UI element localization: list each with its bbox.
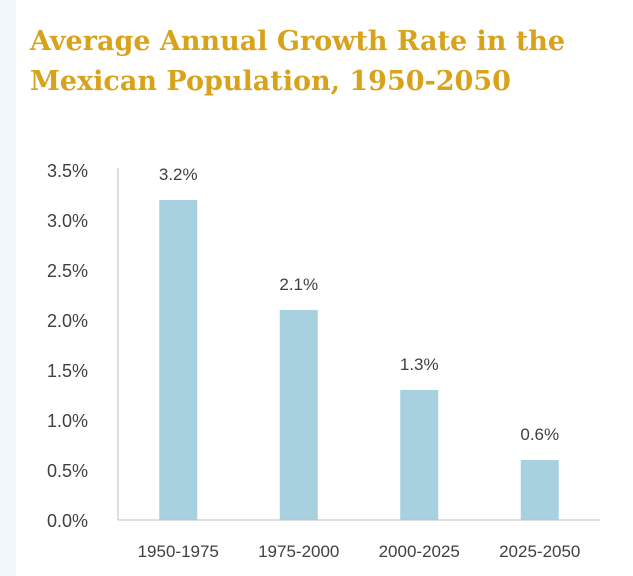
y-tick-label: 1.5% xyxy=(47,361,88,381)
x-tick-label: 2000-2025 xyxy=(379,542,460,561)
y-tick-label: 0.0% xyxy=(47,511,88,531)
x-tick-label: 1975-2000 xyxy=(258,542,339,561)
y-tick-label: 3.0% xyxy=(47,211,88,231)
bars: 3.2% 2.1% 1.3% 0.6% xyxy=(159,165,559,520)
bar xyxy=(279,310,318,520)
x-tick-label: 2025-2050 xyxy=(499,542,580,561)
y-tick-label: 3.5% xyxy=(47,161,88,181)
y-tick-label: 1.0% xyxy=(47,411,88,431)
y-tick-label: 2.0% xyxy=(47,311,88,331)
x-axis: 1950-1975 1975-2000 2000-2025 2025-2050 xyxy=(118,519,600,561)
y-tick-label: 0.5% xyxy=(47,461,88,481)
bar xyxy=(159,200,198,520)
bar xyxy=(400,390,439,520)
data-label: 0.6% xyxy=(520,425,559,444)
y-tick-label: 2.5% xyxy=(47,261,88,281)
bar xyxy=(520,460,559,520)
data-label: 2.1% xyxy=(279,275,318,294)
data-label: 3.2% xyxy=(159,165,198,184)
x-tick-label: 1950-1975 xyxy=(138,542,219,561)
chart-title: Average Annual Growth Rate in the Mexica… xyxy=(30,26,566,97)
y-axis: 0.0% 0.5% 1.0% 1.5% 2.0% 2.5% 3.0% 3.5% xyxy=(47,161,119,531)
data-label: 1.3% xyxy=(400,355,439,374)
